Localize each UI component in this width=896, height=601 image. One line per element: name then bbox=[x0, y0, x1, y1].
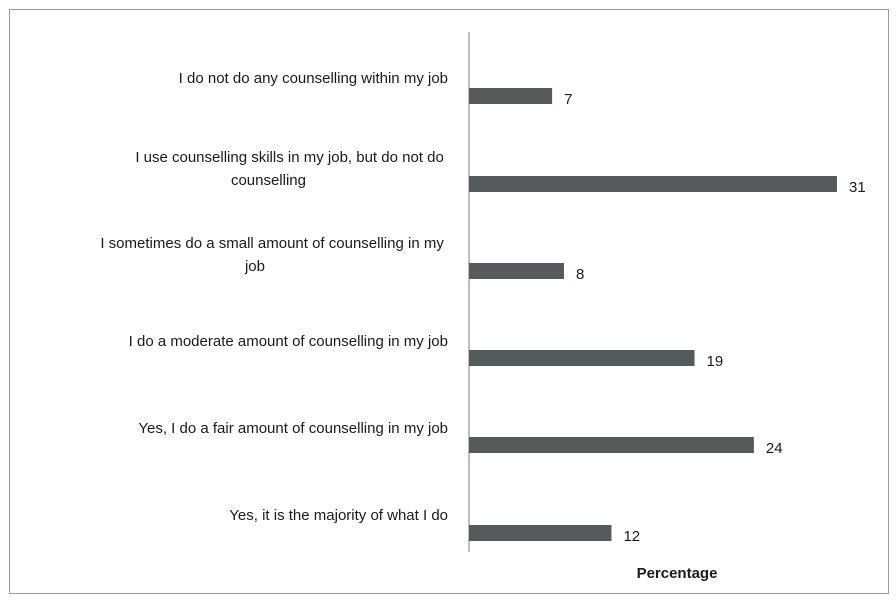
bar-5 bbox=[469, 525, 612, 541]
category-label-4-line-0: Yes, I do a fair amount of counselling i… bbox=[138, 420, 448, 437]
category-label-4: Yes, I do a fair amount of counselling i… bbox=[138, 420, 448, 437]
bars bbox=[469, 88, 837, 541]
category-label-1: I use counselling skills in my job, but … bbox=[135, 149, 448, 189]
value-label-2: 8 bbox=[576, 266, 584, 283]
category-label-2-line-0: I sometimes do a small amount of counsel… bbox=[100, 235, 444, 252]
category-label-0-line-0: I do not do any counselling within my jo… bbox=[179, 70, 448, 87]
x-axis-title: Percentage bbox=[637, 565, 718, 582]
bar-4 bbox=[469, 437, 754, 453]
bar-1 bbox=[469, 176, 837, 192]
category-label-2: I sometimes do a small amount of counsel… bbox=[100, 235, 448, 275]
category-label-3-line-0: I do a moderate amount of counselling in… bbox=[129, 333, 448, 350]
value-label-4: 24 bbox=[766, 440, 783, 457]
category-label-0: I do not do any counselling within my jo… bbox=[179, 70, 448, 87]
category-label-2-line-1: job bbox=[244, 258, 265, 275]
value-label-0: 7 bbox=[564, 91, 572, 108]
category-label-5: Yes, it is the majority of what I do bbox=[229, 507, 448, 524]
category-label-1-line-0: I use counselling skills in my job, but … bbox=[135, 149, 444, 166]
chart-frame bbox=[9, 9, 889, 594]
category-labels: I do not do any counselling within my jo… bbox=[100, 70, 448, 524]
value-label-1: 31 bbox=[849, 179, 866, 196]
value-label-5: 12 bbox=[623, 528, 640, 545]
category-label-3: I do a moderate amount of counselling in… bbox=[129, 333, 448, 350]
category-label-5-line-0: Yes, it is the majority of what I do bbox=[229, 507, 448, 524]
value-labels: 7 31 8 19 24 12 bbox=[564, 91, 866, 545]
category-label-1-line-1: counselling bbox=[231, 172, 306, 189]
bar-3 bbox=[469, 350, 695, 366]
bar-0 bbox=[469, 88, 553, 104]
bar-2 bbox=[469, 263, 564, 279]
value-label-3: 19 bbox=[707, 353, 724, 370]
